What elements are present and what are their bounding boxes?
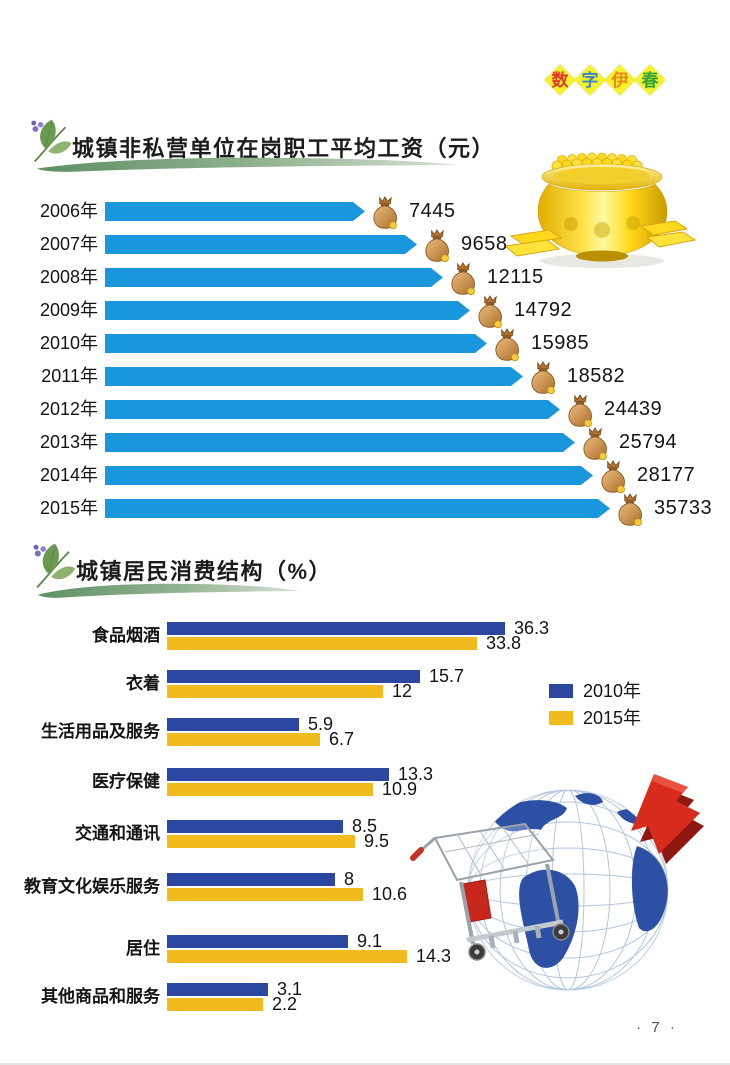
wage-year-label: 2015年	[39, 498, 98, 518]
consumption-bar-2010年	[167, 622, 505, 635]
consumption-bar-2010年	[167, 768, 389, 781]
brush-swoosh-underline	[37, 583, 300, 598]
wage-bar	[105, 235, 417, 254]
consumption-category-label: 交通和通讯	[75, 824, 160, 843]
gold-pot-illustration	[505, 150, 697, 270]
consumption-bar-2010年	[167, 873, 335, 886]
wage-year-label: 2008年	[39, 267, 98, 287]
wage-value-label: 28177	[637, 464, 696, 486]
consumption-value-label: 13.3	[398, 764, 434, 784]
consumption-bar-2010年	[167, 718, 299, 731]
globe-shopping-cart-illustration	[410, 774, 704, 991]
consumption-bar-2015年	[167, 637, 477, 650]
wage-year-label: 2009年	[39, 300, 98, 320]
wage-year-label: 2012年	[39, 399, 98, 419]
legend-swatch-2010年	[549, 684, 573, 698]
consumption-category-label: 生活用品及服务	[41, 722, 160, 741]
wage-bar	[105, 268, 443, 287]
page-bottom-edge	[0, 1063, 730, 1065]
wage-year-label: 2007年	[39, 234, 98, 254]
wage-value-label: 15985	[531, 332, 590, 354]
consumption-bar-2010年	[167, 820, 343, 833]
wage-bar	[105, 334, 487, 353]
wage-value-label: 14792	[514, 299, 573, 321]
shopping-cart-icon	[410, 822, 570, 961]
legend-label-2015年: 2015年	[583, 708, 642, 728]
consumption-bar-2015年	[167, 685, 383, 698]
legend-label-2010年: 2010年	[583, 681, 642, 701]
consumption-category-label: 衣着	[126, 674, 160, 693]
page-number: · 7 ·	[636, 1019, 678, 1036]
consumption-value-label: 5.9	[308, 714, 334, 734]
consumption-value-label: 14.3	[416, 946, 452, 966]
consumption-value-label: 15.7	[429, 666, 465, 686]
consumption-bar-2015年	[167, 835, 355, 848]
consumption-value-label: 8	[344, 869, 355, 889]
consumption-bar-2015年	[167, 998, 263, 1011]
consumption-value-label: 6.7	[329, 729, 355, 749]
wage-value-label: 18582	[567, 365, 626, 387]
wage-year-label: 2014年	[39, 465, 98, 485]
consumption-category-label: 居住	[126, 939, 160, 958]
wage-bar	[105, 400, 560, 419]
wage-value-label: 7445	[409, 200, 456, 222]
consumption-value-label: 10.6	[372, 884, 408, 904]
consumption-bar-2015年	[167, 733, 320, 746]
consumption-value-label: 9.5	[364, 831, 390, 851]
wage-value-label: 24439	[604, 398, 663, 420]
wage-bar	[105, 433, 575, 452]
consumption-bar-2015年	[167, 888, 363, 901]
consumption-value-label: 8.5	[352, 816, 378, 836]
consumption-bar-2015年	[167, 783, 373, 796]
wage-bar	[105, 499, 610, 518]
wage-value-label: 25794	[619, 431, 678, 453]
consumption-bar-2010年	[167, 935, 348, 948]
chart2-title: 城镇居民消费结构（%）	[76, 559, 333, 584]
legend-swatch-2015年	[549, 711, 573, 725]
wage-value-label: 12115	[487, 266, 544, 288]
consumption-value-label: 36.3	[514, 618, 550, 638]
consumption-category-label: 其他商品和服务	[41, 987, 160, 1006]
wage-year-label: 2013年	[39, 432, 98, 452]
consumption-value-label: 9.1	[357, 931, 383, 951]
chart1-title: 城镇非私营单位在岗职工平均工资（元）	[72, 136, 496, 161]
consumption-category-label: 教育文化娱乐服务	[24, 877, 160, 896]
consumption-value-label: 33.8	[486, 633, 522, 653]
wage-bar	[105, 301, 470, 320]
wage-value-label: 35733	[654, 497, 713, 519]
brush-swoosh-underline	[37, 157, 457, 172]
wage-bar	[105, 367, 523, 386]
wage-year-label: 2010年	[39, 333, 98, 353]
consumption-bar-2010年	[167, 670, 420, 683]
consumption-bar-2010年	[167, 983, 268, 996]
consumption-category-label: 食品烟酒	[92, 626, 160, 645]
wage-year-label: 2011年	[41, 366, 98, 386]
consumption-value-label: 3.1	[277, 979, 303, 999]
consumption-value-label: 12	[392, 681, 413, 701]
wage-bar	[105, 466, 593, 485]
wage-value-label: 9658	[461, 233, 508, 255]
consumption-value-label: 2.2	[272, 994, 298, 1014]
wage-year-label: 2006年	[39, 201, 98, 221]
consumption-category-label: 医疗保健	[92, 772, 160, 791]
red-arrow-icon	[631, 774, 704, 864]
wage-bar	[105, 202, 365, 221]
consumption-bar-2015年	[167, 950, 407, 963]
consumption-value-label: 10.9	[382, 779, 418, 799]
